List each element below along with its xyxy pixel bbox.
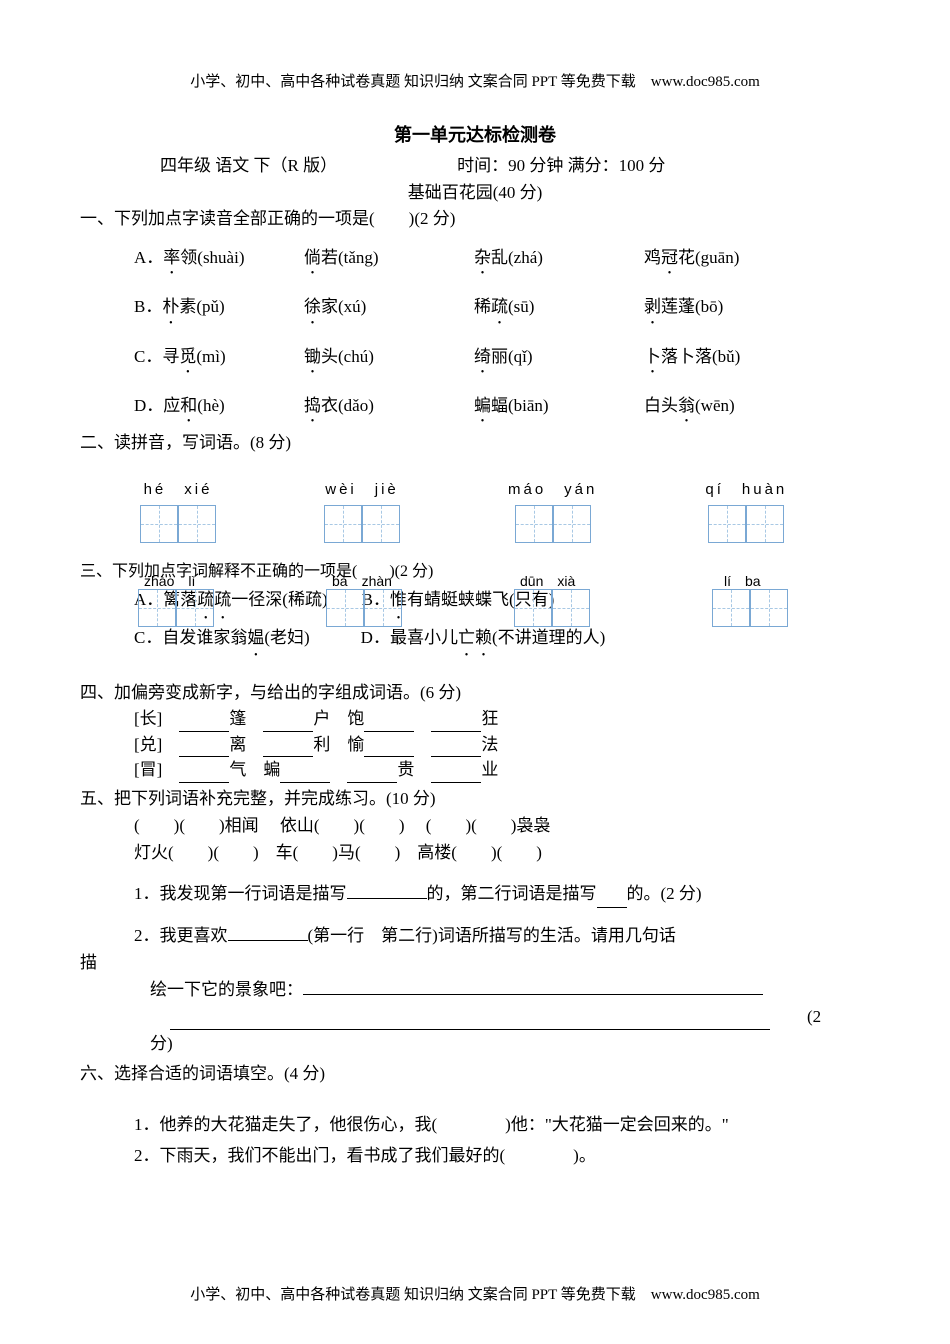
question-2: 二、读拼音，写词语。(8 分) hé xié wèi jiè máo yán q… — [80, 429, 870, 543]
q1-row-d: D．应和(hè) 捣衣(dǎo) 蝙蝠(biān) 白头翁(wēn) — [134, 392, 870, 419]
exam-subtitle: 四年级 语文 下（R 版） 时间：90 分钟 满分：100 分 — [80, 151, 870, 176]
q4-row3: [冒] 气 蝙 贵 业 — [134, 757, 870, 783]
q5-sub2c: 绘一下它的景象吧： — [150, 976, 870, 1003]
pinyin-3: máo yán — [508, 478, 597, 502]
q3-d: D．最喜小儿亡赖(不讲道理的人) — [361, 628, 606, 647]
q5-sub1: 1．我发现第一行词语是描写的，第二行词语是描写的。(2 分) — [134, 880, 870, 907]
q1-a2: 倘若(tǎng) — [304, 244, 434, 271]
question-3-container: 三、下列加点字词解释不正确的一项是( )(2 分) A．篱落疏疏一径深(稀疏) … — [80, 557, 870, 677]
q1-c4: 卜落卜落(bǔ) — [644, 343, 774, 370]
q3-c: C．自发谁家翁媪(老妇) — [134, 628, 310, 647]
tianzi-overlay-4 — [712, 589, 788, 627]
pinyin-overlay-3: dūn xià — [520, 571, 575, 591]
pinyin-overlay-1: zhào lì — [144, 571, 195, 591]
q1-c3: 绮丽(qǐ) — [474, 343, 604, 370]
question-4: 四、加偏旁变成新字，与给出的字组成词语。(6 分) [长] 篷 户 饱 狂 [兑… — [80, 679, 870, 783]
page-footer: 小学、初中、高中各种试卷真题 知识归纳 文案合同 PPT 等免费下载 www.d… — [0, 1283, 950, 1304]
question-6: 六、选择合适的词语填空。(4 分) 1．他养的大花猫走失了，他很伤心，我( )他… — [80, 1060, 870, 1170]
tianzi-overlay-2 — [326, 589, 402, 627]
q5-sub2e: 分) — [150, 1030, 870, 1057]
q1-b3: 稀疏(sū) — [474, 293, 604, 320]
pinyin-overlay-2: bà zhàn — [332, 571, 392, 591]
page-header: 小学、初中、高中各种试卷真题 知识归纳 文案合同 PPT 等免费下载 www.d… — [80, 70, 870, 91]
q1-a4: 鸡冠花(guān) — [644, 244, 774, 271]
pinyin-overlay-4: lí ba — [724, 571, 761, 591]
pinyin-1: hé xié — [144, 478, 213, 502]
q6-sub2: 2．下雨天，我们不能出门，看书成了我们最好的( )。 — [134, 1142, 870, 1169]
q2-pinyin-row1: hé xié wèi jiè máo yán qí huàn — [140, 478, 870, 543]
q1-header: 一、下列加点字读音全部正确的一项是( )(2 分) — [80, 205, 870, 232]
q5-header: 五、把下列词语补充完整，并完成练习。(10 分) — [80, 785, 870, 812]
q5-sub2a: 2．我更喜欢(第一行 第二行)词语所描写的生活。请用几句话 — [134, 922, 870, 949]
pinyin-box-2: wèi jiè — [324, 478, 400, 543]
q1-c2: 锄头(chú) — [304, 343, 434, 370]
q1-row-a: A．率领(shuài) 倘若(tǎng) 杂乱(zhá) 鸡冠花(guān) — [134, 244, 870, 271]
q1-d4: 白头翁(wēn) — [644, 392, 774, 419]
pinyin-4: qí huàn — [705, 478, 787, 502]
q5-sub2d: (2 — [170, 1003, 870, 1030]
pinyin-2: wèi jiè — [325, 478, 399, 502]
time-score-info: 时间：90 分钟 满分：100 分 — [457, 151, 665, 176]
exam-title: 第一单元达标检测卷 — [80, 121, 870, 147]
question-5: 五、把下列词语补充完整，并完成练习。(10 分) ( )( )相闻 依山( )(… — [80, 785, 870, 1058]
q1-c: C．寻觅(mì) — [134, 343, 264, 370]
q1-row-b: B．朴素(pǔ) 徐家(xú) 稀疏(sū) 剥莲蓬(bō) — [134, 293, 870, 320]
q1-d3: 蝙蝠(biān) — [474, 392, 604, 419]
q4-header: 四、加偏旁变成新字，与给出的字组成词语。(6 分) — [80, 679, 870, 706]
question-1: 一、下列加点字读音全部正确的一项是( )(2 分) A．率领(shuài) 倘若… — [80, 205, 870, 419]
q5-row2: 灯火( )( ) 车( )马( ) 高楼( )( ) — [134, 839, 870, 866]
section-title: 基础百花园(40 分) — [80, 178, 870, 203]
q1-row-c: C．寻觅(mì) 锄头(chú) 绮丽(qǐ) 卜落卜落(bǔ) — [134, 343, 870, 370]
q5-sub2b: 描 — [80, 949, 870, 976]
q4-row2: [兑] 离 利 愉 法 — [134, 732, 870, 758]
pinyin-box-4: qí huàn — [705, 478, 787, 543]
q4-row1: [长] 篷 户 饱 狂 — [134, 706, 870, 732]
tianzi-overlay-3 — [514, 589, 590, 627]
pinyin-box-3: máo yán — [508, 478, 597, 543]
q6-sub1: 1．他养的大花猫走失了，他很伤心，我( )他："大花猫一定会回来的。" — [134, 1111, 870, 1138]
q1-d2: 捣衣(dǎo) — [304, 392, 434, 419]
q5-row1: ( )( )相闻 依山( )( ) ( )( )袅袅 — [134, 812, 870, 839]
q1-b4: 剥莲蓬(bō) — [644, 293, 774, 320]
pinyin-box-1: hé xié — [140, 478, 216, 543]
grade-info: 四年级 语文 下（R 版） — [160, 151, 337, 176]
tianzi-overlay-1 — [138, 589, 214, 627]
q1-a: A．率领(shuài) — [134, 244, 264, 271]
q1-b2: 徐家(xú) — [304, 293, 434, 320]
q1-b: B．朴素(pǔ) — [134, 293, 264, 320]
q1-a3: 杂乱(zhá) — [474, 244, 604, 271]
q2-header: 二、读拼音，写词语。(8 分) — [80, 429, 870, 456]
q6-header: 六、选择合适的词语填空。(4 分) — [80, 1060, 870, 1087]
q1-d: D．应和(hè) — [134, 392, 264, 419]
